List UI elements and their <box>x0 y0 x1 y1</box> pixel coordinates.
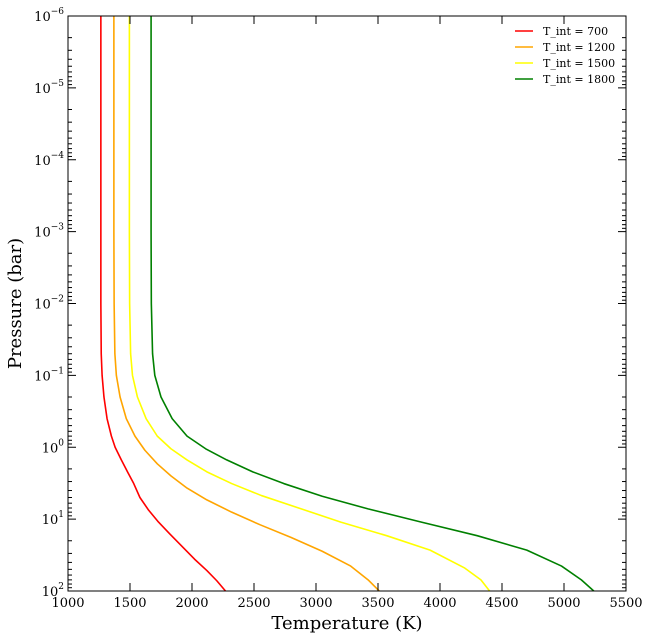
series-line-4 <box>150 16 595 591</box>
y-axis-title: Pressure (bar) <box>5 238 26 369</box>
y-tick-label: 102 <box>42 582 64 600</box>
series-line-1 <box>100 16 227 591</box>
y-tick-label: 10−5 <box>34 79 64 97</box>
y-tick-label: 100 <box>42 438 65 456</box>
x-tick-label: 4500 <box>485 596 518 611</box>
ticks-layer <box>67 15 627 592</box>
x-tick-label: 1500 <box>113 596 146 611</box>
x-tick-label: 5500 <box>609 596 642 611</box>
legend: T_int = 700 T_int = 1200 T_int = 1500 T_int… <box>515 25 615 86</box>
series-layer <box>100 16 595 591</box>
y-tick-label: 10−4 <box>34 151 64 169</box>
y-tick-label: 10−1 <box>34 366 64 384</box>
legend-label: T_int = 1200 <box>543 41 615 54</box>
x-tick-label: 2000 <box>175 596 208 611</box>
x-axis-title: Temperature (K) <box>271 613 422 634</box>
legend-label: T_int = 1500 <box>543 57 615 70</box>
legend-label: T_int = 700 <box>543 25 608 38</box>
x-tick-labels: 1000 1500 2000 2500 3000 3500 4000 4500 5000 5500 <box>51 596 642 611</box>
x-tick-label: 3000 <box>299 596 332 611</box>
x-tick-label: 4000 <box>423 596 456 611</box>
y-tick-label: 10−3 <box>34 223 64 241</box>
x-tick-label: 1000 <box>51 596 84 611</box>
y-tick-label: 10−6 <box>34 7 64 25</box>
y-tick-label: 101 <box>42 510 64 528</box>
x-tick-label: 3500 <box>361 596 394 611</box>
legend-label: T_int = 1800 <box>543 73 615 86</box>
x-tick-label: 2500 <box>237 596 270 611</box>
series-line-2 <box>113 16 381 591</box>
y-tick-label: 10−2 <box>34 295 64 313</box>
series-line-3 <box>128 16 491 591</box>
y-tick-labels: 10−6 10−5 10−4 10−3 10−2 10−1 100 101 102 <box>34 7 64 600</box>
x-tick-label: 5000 <box>547 596 580 611</box>
